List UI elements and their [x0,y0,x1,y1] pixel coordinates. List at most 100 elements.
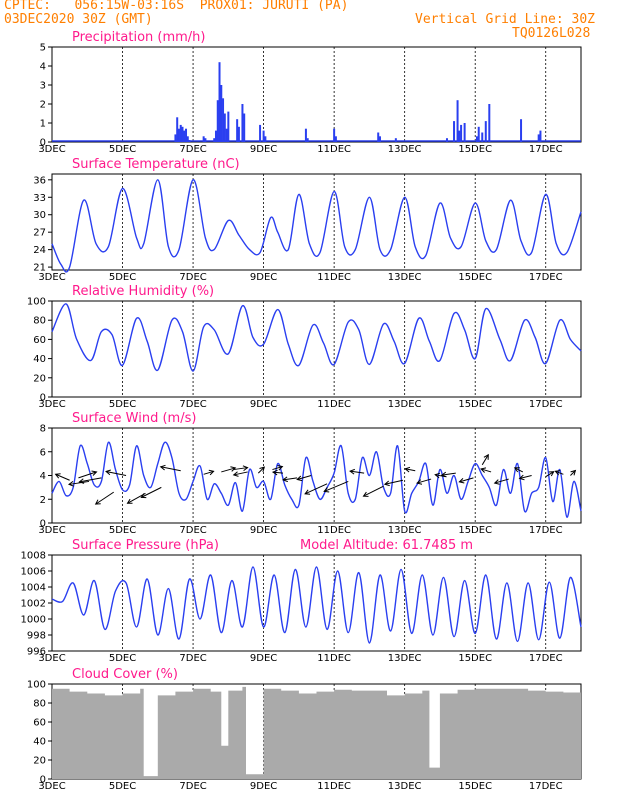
wind-arrow-head [67,481,74,487]
precip-bar [237,126,240,142]
wind-arrow-head [458,478,465,484]
x-tick-label: 3DEC [38,653,65,664]
precip-bar [262,130,265,142]
wind-arrow-head [91,470,98,476]
header-location: PROX01: JURUTI (PA) [199,0,349,13]
y-tick-label: 1004 [21,583,46,594]
x-tick-label: 13DEC [388,525,422,536]
panel-title: Surface Wind (m/s) [72,411,196,426]
y-tick-label: 0 [40,393,46,404]
precip-bar [334,136,337,142]
y-tick-label: 20 [33,373,46,384]
series-line [51,441,582,518]
wind-arrow-head [296,475,303,482]
y-tick-label: 60 [33,718,46,729]
wind-arrow-shaft [480,468,492,473]
wind-arrow-head [105,469,111,476]
y-tick-label: 0 [40,775,46,786]
x-tick-label: 7DEC [179,272,206,283]
wind-arrow-head [483,453,489,460]
x-tick-label: 7DEC [179,144,206,155]
y-tick-label: 33 [33,193,46,204]
wind-arrow-shaft [95,491,114,505]
y-tick-label: 20 [33,756,46,767]
panel-frame [51,173,582,271]
x-tick-label: 9DEC [250,399,277,410]
wind-arrow-shaft [459,477,474,483]
y-tick-label: 80 [33,699,46,710]
y-tick-label: 1002 [21,599,46,610]
precip-bar [185,128,188,142]
x-tick-label: 5DEC [109,144,136,155]
panel-frame [51,554,582,652]
x-tick-label: 7DEC [179,525,206,536]
wind-arrow-head [94,499,101,505]
x-tick-label: 11DEC [317,525,351,536]
wind-arrow-head [259,466,266,473]
x-tick-label: 5DEC [109,525,136,536]
x-tick-label: 17DEC [529,272,563,283]
precip-bar [264,136,267,142]
precip-bar [179,124,182,142]
header-grid-note: Vertical Grid Line: 30Z [415,12,596,27]
x-tick-label: 13DEC [388,781,422,792]
precip-bar [222,98,225,142]
precip-bar [377,132,380,142]
y-tick-label: 1008 [21,551,46,562]
wind-arrow-shaft [435,474,446,478]
wind-arrow-head [304,489,311,495]
x-tick-label: 9DEC [250,781,277,792]
x-tick-label: 15DEC [458,144,492,155]
wind-arrow-shaft [545,471,554,478]
precip-bar [243,113,246,142]
x-tick-label: 11DEC [317,399,351,410]
precip-bar [183,130,186,142]
wind-arrow-shaft [68,480,90,485]
y-tick-label: 1006 [21,567,46,578]
precip-bar [475,136,478,142]
wind-arrow-shaft [105,471,127,476]
x-tick-label: 17DEC [529,399,563,410]
precip-bar [477,126,480,142]
precip-bar [213,138,216,142]
x-tick-label: 7DEC [179,653,206,664]
x-tick-label: 13DEC [388,144,422,155]
cloud-cover-area [52,686,581,779]
precip-bar [445,138,448,142]
x-tick-label: 15DEC [458,272,492,283]
series-line [51,566,582,644]
wind-arrow-shaft [405,468,416,472]
y-tick-label: 0 [40,138,46,149]
y-tick-label: 3 [40,81,46,92]
x-tick-label: 11DEC [317,653,351,664]
wind-arrow-shaft [257,466,265,474]
wind-arrow-head [277,465,284,471]
precip-bar [174,134,177,142]
precip-bar [216,100,219,142]
wind-arrow-head [323,487,330,493]
x-tick-label: 5DEC [109,653,136,664]
precip-bar [304,128,307,142]
precip-bar [202,136,205,142]
y-tick-label: 1000 [21,615,46,626]
y-tick-label: 6 [40,447,46,458]
wind-arrow-head [230,466,237,472]
precip-bar [176,117,179,142]
precip-bar [481,132,484,142]
y-tick-label: 40 [33,354,46,365]
y-tick-label: 996 [27,647,46,658]
wind-arrow-head [480,467,487,473]
x-tick-label: 3DEC [38,781,65,792]
precip-bar [227,111,230,142]
precip-bar [484,121,487,142]
x-tick-label: 13DEC [388,272,422,283]
panel-title: Precipitation (mm/h) [72,30,205,45]
precip-bar [181,126,184,142]
precip-bar [223,113,226,142]
precip-bar [488,104,491,142]
wind-arrow-head [242,465,249,471]
y-tick-label: 80 [33,316,46,327]
y-tick-label: 100 [27,297,46,308]
wind-arrow-head [513,467,520,473]
